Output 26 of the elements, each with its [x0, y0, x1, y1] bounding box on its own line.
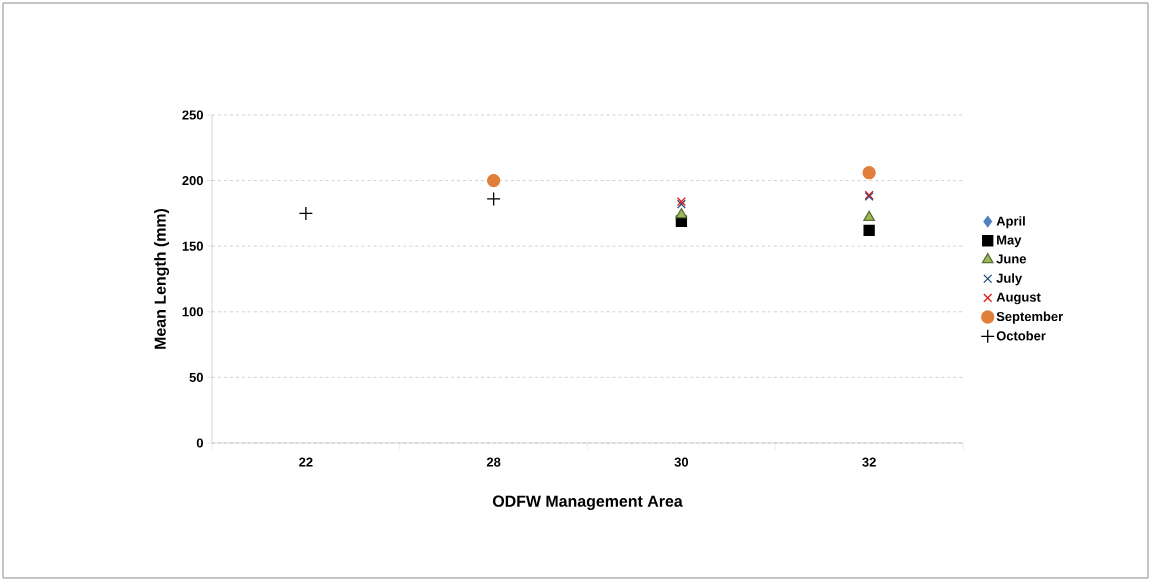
- legend-label: May: [997, 235, 1022, 248]
- point: [486, 173, 501, 188]
- point: [863, 224, 875, 237]
- legend-label: August: [996, 292, 1041, 305]
- y-tick-label: 200: [182, 176, 203, 186]
- point: [863, 210, 875, 221]
- y-tick-label: 150: [182, 241, 203, 251]
- x-tick-label: 30: [674, 457, 689, 467]
- x-tick-label: 22: [299, 457, 313, 467]
- point: [298, 206, 314, 221]
- x-tick-label: 28: [486, 457, 501, 467]
- point: [862, 166, 876, 180]
- legend-label: April: [996, 216, 1025, 229]
- y-tick-label: 0: [196, 438, 203, 448]
- y-tick-label: 250: [182, 110, 203, 120]
- legend-label: June: [996, 254, 1027, 264]
- x-axis-title: ODFW Management Area: [492, 495, 683, 511]
- legend-label: October: [996, 330, 1046, 341]
- legend-label: July: [996, 273, 1023, 286]
- point: [675, 208, 688, 219]
- y-tick-label: 100: [182, 307, 203, 317]
- y-axis-title: Mean Length (mm): [154, 208, 170, 349]
- x-tick-label: 32: [862, 457, 876, 467]
- y-tick-label: 50: [189, 372, 203, 382]
- legend-label: September: [996, 311, 1063, 324]
- point: [486, 191, 501, 207]
